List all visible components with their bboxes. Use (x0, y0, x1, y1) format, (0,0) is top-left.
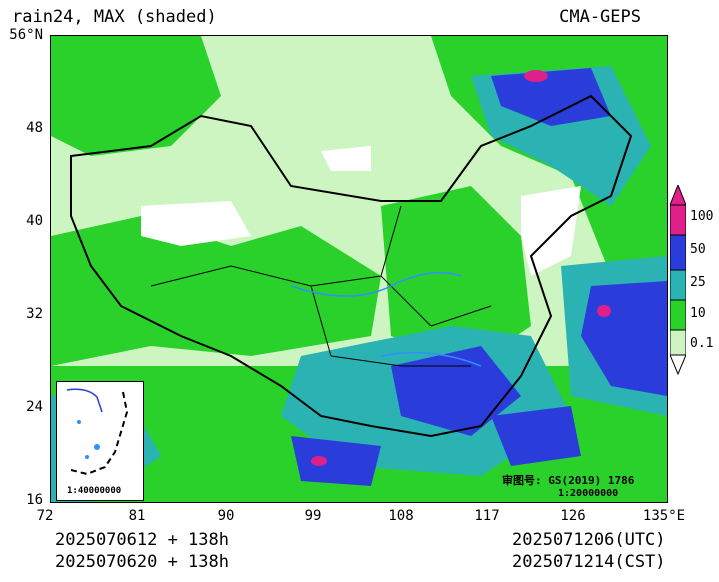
x-tick-81: 81 (128, 508, 146, 524)
review-number: 审图号: GS(2019) 1786 (502, 474, 635, 487)
white-patch-north (321, 146, 371, 171)
x-tick-135: 135°E (642, 508, 686, 524)
y-tick-16: 16 (26, 492, 43, 508)
green-region-nw (51, 36, 221, 156)
precipitation-map (50, 35, 668, 503)
y-tick-56: 56°N (9, 27, 43, 43)
legend-label-10: 10 (690, 306, 706, 321)
x-tick-126: 126 (560, 508, 586, 524)
y-tick-32: 32 (26, 306, 43, 322)
legend-label-50: 50 (690, 242, 706, 257)
x-tick-99: 99 (304, 508, 322, 524)
south-china-sea-inset: 1:40000000 (56, 381, 144, 501)
blue-region-south (291, 436, 381, 486)
x-tick-72: 72 (36, 508, 54, 524)
valid-time-utc: 2025071206(UTC) (512, 530, 666, 550)
legend-label-25: 25 (690, 275, 706, 290)
y-tick-24: 24 (26, 399, 43, 415)
inset-island-3 (77, 420, 81, 424)
green-region-west (51, 216, 381, 366)
blue-region-central-south (391, 346, 521, 436)
valid-time-cst: 2025071214(CST) (512, 552, 666, 572)
national-border (70, 94, 633, 438)
legend-swatch-100 (669, 204, 687, 236)
inset-island-2 (85, 455, 89, 459)
blue-region-se (491, 406, 581, 466)
inset-dashed-line (70, 391, 129, 476)
legend-swatch-25 (669, 269, 687, 301)
inset-island-1 (94, 444, 100, 450)
inset-scale-label: 1:40000000 (67, 486, 122, 496)
legend-label-01: 0.1 (690, 336, 714, 351)
x-tick-117: 117 (474, 508, 500, 524)
legend-swatch-50 (669, 234, 687, 271)
green-region-central (381, 186, 531, 366)
blue-region-ne (491, 68, 611, 126)
magenta-spot-east (597, 305, 611, 317)
legend-colorbar (669, 183, 687, 376)
legend-label-100: 100 (690, 209, 714, 224)
model-name: CMA-GEPS (559, 7, 641, 27)
provincial-borders (150, 205, 492, 367)
x-tick-90: 90 (217, 508, 235, 524)
map-graphic (51, 36, 667, 502)
color-legend (669, 183, 687, 379)
map-title: rain24, MAX (shaded) (12, 7, 217, 27)
y-tick-48: 48 (26, 120, 43, 136)
legend-arrow-bottom (669, 354, 687, 376)
legend-arrow-top (669, 183, 687, 206)
review-scale: 1:20000000 (558, 488, 619, 499)
magenta-spot-south (311, 456, 327, 466)
rivers (290, 271, 482, 367)
magenta-spot-ne (524, 70, 548, 82)
y-tick-40: 40 (26, 213, 43, 229)
x-tick-108: 108 (388, 508, 414, 524)
white-patch-west (141, 201, 251, 246)
init-time-utc: 2025070612 + 138h (55, 530, 229, 550)
legend-swatch-01 (669, 329, 687, 356)
legend-swatch-10 (669, 299, 687, 331)
init-time-cst: 2025070620 + 138h (55, 552, 229, 572)
inset-map (66, 388, 129, 476)
inset-coastline (66, 388, 103, 413)
white-patch-east (521, 186, 581, 276)
